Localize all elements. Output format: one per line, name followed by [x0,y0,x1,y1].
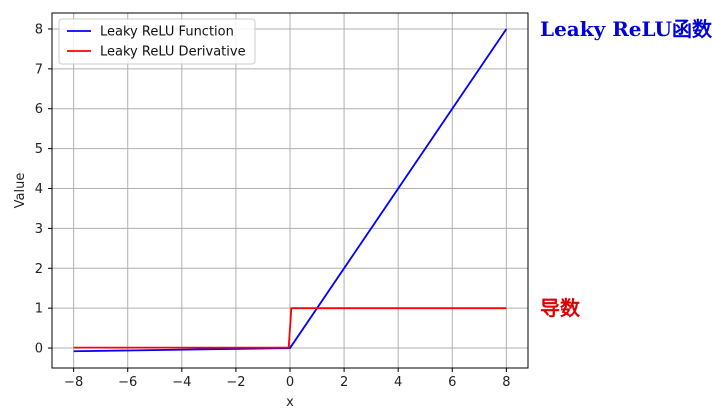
function-annotation: Leaky ReLU函数 [540,17,712,41]
series-group [73,28,508,353]
y-tick-label: 4 [35,182,43,197]
y-tick-label: 7 [35,62,43,77]
y-tick-label: 0 [35,342,43,357]
x-axis-label: x [286,395,294,410]
legend: Leaky ReLU Function Leaky ReLU Derivative [58,18,256,65]
y-tick-label: 1 [35,302,43,317]
x-tick-label: 6 [448,375,456,390]
y-tick-label: 8 [35,22,43,37]
y-tick-label: 2 [35,262,43,277]
x-tick-label: −8 [64,375,83,390]
y-tick-label: 3 [35,222,43,237]
x-tick-label: −6 [118,375,137,390]
leaky-relu-derivative-line [73,307,507,349]
legend-entry: Leaky ReLU Function [100,25,234,40]
legend-entry: Leaky ReLU Derivative [100,45,246,60]
x-tick-label: −2 [226,375,245,390]
x-tick-label: 2 [340,375,348,390]
y-tick-label: 5 [35,142,43,157]
leaky-relu-function-line [73,28,508,353]
x-tick-label: 8 [502,375,510,390]
grid [52,13,528,368]
x-tick-label: 4 [394,375,402,390]
y-axis-ticks: 0 1 2 3 4 5 6 7 8 [35,22,52,357]
legend-box [58,18,256,65]
derivative-annotation: 导数 [540,296,581,320]
x-tick-label: 0 [286,375,294,390]
x-axis-ticks: −8 −6 −4 −2 0 2 4 6 8 [64,368,511,390]
y-axis-label: Value [13,173,28,209]
y-tick-label: 6 [35,102,43,117]
x-tick-label: −4 [172,375,191,390]
